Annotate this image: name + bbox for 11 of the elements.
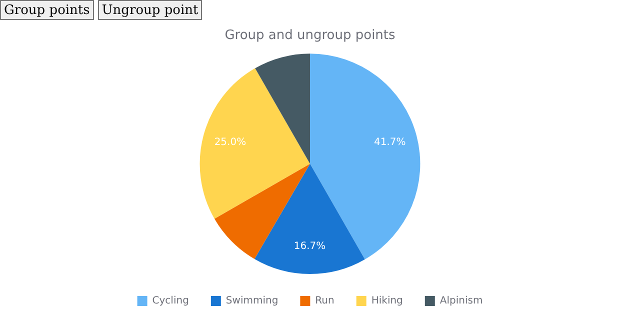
button[interactable]: Group points: [0, 0, 94, 20]
legend-label: Run: [315, 296, 334, 307]
legend-label: Alpinism: [440, 296, 483, 307]
chart-title: Group and ungroup points: [224, 28, 396, 44]
legend-label: Hiking: [371, 296, 403, 307]
legend-label: Cycling: [152, 296, 189, 307]
data-label: 16.7%: [294, 241, 326, 252]
button[interactable]: Ungroup point: [98, 0, 202, 20]
data-label: 41.7%: [374, 137, 406, 148]
data-label: 25.0%: [214, 136, 246, 148]
legend-label: Swimming: [226, 296, 278, 307]
